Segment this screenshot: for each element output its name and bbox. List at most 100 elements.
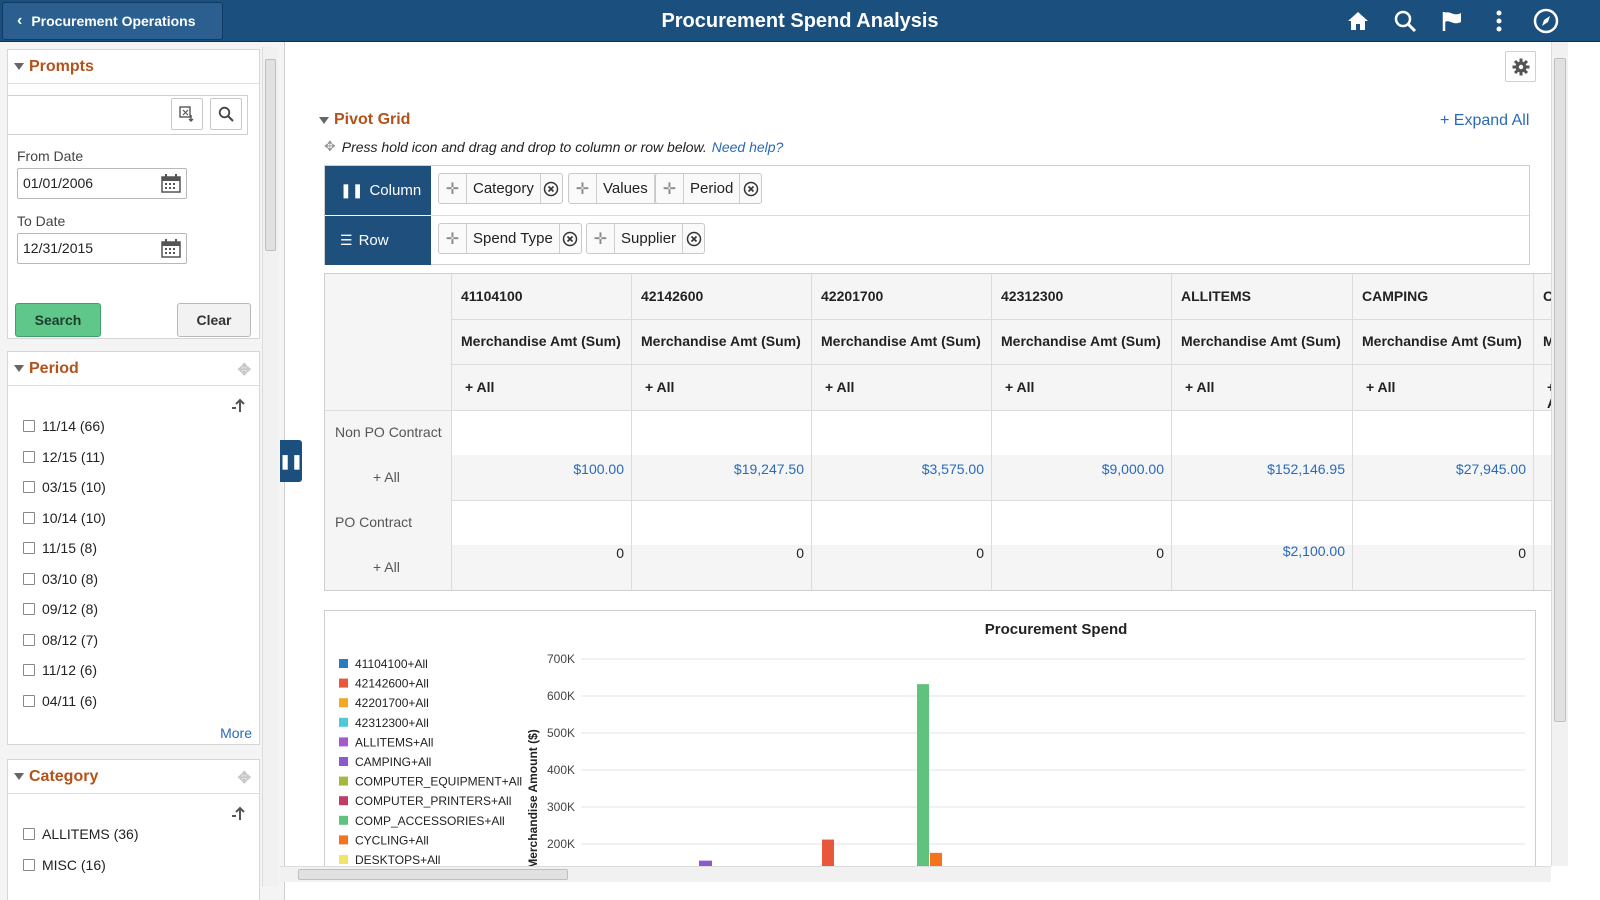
expand-all-link[interactable]: + Expand All [1440, 112, 1530, 129]
search-icon[interactable] [1390, 7, 1420, 35]
main-scroll-thumb[interactable] [1554, 58, 1566, 722]
legend-label[interactable]: 41104100+All [355, 657, 428, 671]
panel-collapse-handle[interactable]: ❚❚ [279, 440, 303, 482]
drag-handle-icon[interactable]: ✥ [237, 362, 251, 379]
prompt-search-field[interactable] [8, 95, 248, 135]
remove-chip-icon[interactable] [739, 174, 761, 203]
lookup-button[interactable] [171, 98, 203, 130]
checkbox[interactable] [23, 542, 35, 554]
search-button[interactable]: Search [15, 303, 101, 337]
grid-value-cell[interactable]: $100.00 [573, 461, 624, 477]
grid-column-header[interactable]: 42312300 [1001, 288, 1064, 304]
grid-column-header[interactable]: CAMPING [1362, 288, 1429, 304]
checkbox[interactable] [23, 481, 35, 493]
grid-expand-all[interactable]: + All [1185, 379, 1215, 395]
pivot-chip[interactable]: ✛ Category [438, 173, 563, 204]
prompt-search-button[interactable] [210, 98, 242, 130]
prompts-header[interactable]: Prompts [8, 50, 259, 84]
checkbox[interactable] [23, 603, 35, 615]
calendar-icon[interactable] [161, 239, 181, 258]
grid-value-cell[interactable]: $2,100.00 [1282, 543, 1345, 559]
grid-column-header[interactable]: C [1543, 288, 1551, 304]
checkbox[interactable] [23, 664, 35, 676]
period-filter-item[interactable]: 03/10 (8) [23, 571, 98, 587]
move-handle-icon[interactable]: ✛ [439, 224, 467, 253]
grid-value-cell[interactable]: $9,000.00 [1101, 461, 1164, 477]
move-handle-icon[interactable]: ✛ [656, 174, 684, 203]
grid-row-expand[interactable]: + All [373, 559, 400, 575]
move-handle-icon[interactable]: ✛ [439, 174, 467, 203]
category-filter-item[interactable]: ALLITEMS (36) [23, 826, 138, 842]
remove-chip-icon[interactable] [682, 224, 704, 253]
checkbox[interactable] [23, 420, 35, 432]
checkbox[interactable] [23, 572, 35, 585]
category-filter-item[interactable]: MISC (16) [23, 857, 106, 873]
grid-row-expand[interactable]: + All [373, 469, 400, 485]
grid-expand-all[interactable]: + All [465, 379, 495, 395]
legend-label[interactable]: 42142600+All [355, 677, 429, 691]
pivot-grid-header[interactable]: Pivot Grid [319, 111, 410, 129]
horizontal-scrollbar[interactable] [280, 866, 1551, 882]
sort-icon[interactable] [231, 806, 247, 822]
grid-column-header[interactable]: ALLITEMS [1181, 288, 1251, 304]
checkbox[interactable] [23, 858, 35, 871]
grid-column-header[interactable]: 42201700 [821, 288, 884, 304]
period-filter-item[interactable]: 11/14 (66) [23, 418, 105, 434]
clear-button[interactable]: Clear [177, 303, 251, 337]
grid-row-header[interactable]: PO Contract [335, 514, 413, 530]
pivot-chip[interactable]: ✛ Supplier [586, 223, 706, 254]
legend-label[interactable]: CYCLING+All [355, 833, 429, 847]
pivot-chip[interactable]: ✛ Spend Type [438, 223, 582, 254]
legend-label[interactable]: DESKTOPS+All [355, 853, 440, 867]
drag-handle-icon[interactable]: ✥ [237, 770, 251, 787]
legend-label[interactable]: CAMPING+All [355, 755, 431, 769]
grid-expand-all[interactable]: + All [645, 379, 675, 395]
period-filter-item[interactable]: 12/15 (11) [23, 449, 105, 465]
settings-button[interactable] [1505, 51, 1536, 82]
grid-expand-all[interactable]: + All [1005, 379, 1035, 395]
legend-label[interactable]: ALLITEMS+All [355, 735, 433, 749]
legend-label[interactable]: 42312300+All [355, 716, 429, 730]
period-filter-item[interactable]: 11/12 (6) [23, 662, 97, 678]
checkbox[interactable] [23, 450, 35, 463]
legend-label[interactable]: COMPUTER_PRINTERS+All [355, 794, 511, 808]
period-filter-item[interactable]: 10/14 (10) [23, 510, 106, 526]
grid-value-cell[interactable]: $19,247.50 [733, 461, 804, 477]
period-filter-item[interactable]: 11/15 (8) [23, 540, 97, 556]
checkbox[interactable] [23, 633, 35, 646]
legend-label[interactable]: COMP_ACCESSORIES+All [355, 814, 505, 828]
remove-chip-icon[interactable] [558, 224, 581, 253]
checkbox[interactable] [23, 694, 35, 707]
grid-column-header[interactable]: 41104100 [461, 288, 523, 304]
grid-value-cell[interactable]: $152,146.95 [1267, 461, 1345, 477]
chart-bar[interactable] [822, 839, 834, 870]
checkbox[interactable] [23, 828, 35, 840]
home-icon[interactable] [1343, 7, 1373, 35]
period-more-link[interactable]: More [220, 725, 252, 741]
sort-icon[interactable] [231, 398, 247, 414]
category-header[interactable]: Category ✥ [8, 760, 259, 794]
period-header[interactable]: Period ✥ [8, 352, 259, 386]
grid-row-header[interactable]: Non PO Contract [335, 424, 442, 440]
main-scrollbar[interactable] [1551, 42, 1568, 866]
grid-expand-all[interactable]: + All [825, 379, 855, 395]
more-icon[interactable] [1484, 7, 1514, 35]
need-help-link[interactable]: Need help? [711, 138, 784, 155]
chart-bar[interactable] [917, 684, 929, 870]
pivot-chip[interactable]: ✛ Period [655, 173, 763, 204]
grid-value-cell[interactable]: $3,575.00 [921, 461, 984, 477]
move-handle-icon[interactable]: ✛ [587, 224, 615, 253]
period-filter-item[interactable]: 08/12 (7) [23, 632, 98, 648]
grid-expand-all[interactable]: + All [1547, 379, 1551, 411]
legend-label[interactable]: COMPUTER_EQUIPMENT+All [355, 775, 522, 789]
remove-chip-icon[interactable] [539, 174, 562, 203]
left-panel-scrollbar[interactable] [262, 47, 278, 887]
chart-bar[interactable] [699, 860, 712, 870]
period-filter-item[interactable]: 04/11 (6) [23, 693, 97, 709]
checkbox[interactable] [23, 511, 35, 524]
flag-icon[interactable] [1437, 7, 1467, 35]
calendar-icon[interactable] [161, 174, 181, 193]
back-button[interactable]: ‹ Procurement Operations [2, 2, 223, 40]
grid-expand-all[interactable]: + All [1366, 379, 1396, 395]
left-panel-scroll-thumb[interactable] [265, 59, 276, 251]
